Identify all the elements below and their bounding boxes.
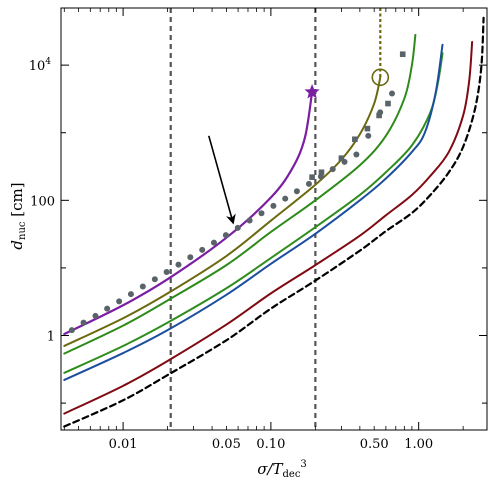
square-data-point (385, 100, 391, 107)
square-data-point (309, 174, 315, 180)
circle-data-point (68, 327, 75, 334)
x-tick-label: 0.01 (109, 437, 138, 452)
series-line-2 (63, 76, 382, 347)
square-data-point (364, 125, 371, 132)
open-circle-marker (371, 68, 390, 87)
x-tick-label: 0.10 (256, 437, 285, 452)
circle-data-point (365, 132, 372, 139)
square-data-point (338, 155, 345, 161)
x-tick-label: 0.05 (212, 437, 241, 452)
circle-data-point (293, 188, 300, 195)
circle-data-point (127, 291, 134, 298)
square-data-point (352, 136, 358, 143)
circle-data-point (80, 319, 87, 326)
x-tick-label: 0.50 (360, 437, 389, 452)
square-data-point (318, 169, 325, 176)
marker-layer (68, 51, 406, 334)
series-layer (63, 16, 485, 428)
axis-ticks (61, 8, 487, 430)
circle-data-point (353, 151, 360, 158)
series-line-3 (63, 33, 417, 355)
circle-data-point (163, 268, 170, 275)
circle-data-point (175, 261, 182, 268)
circle-data-point (234, 224, 241, 231)
annotation-arrow (208, 135, 236, 225)
circle-data-point (282, 195, 289, 202)
circle-data-point (222, 232, 229, 239)
circle-data-point (210, 239, 217, 246)
circle-data-point (388, 90, 395, 97)
x-tick-label: 1.00 (404, 437, 433, 452)
series-line-7 (63, 16, 485, 428)
annotation-layer (208, 135, 236, 225)
x-axis-title: σ/Tdec3 (257, 459, 307, 480)
circle-data-point (116, 298, 123, 305)
series-line-6 (63, 40, 474, 415)
square-data-point (376, 112, 382, 119)
y-tick-label: 1 (47, 330, 55, 345)
circle-data-point (199, 246, 206, 253)
reference-lines (169, 8, 382, 430)
y-axis-title: dnuc [cm] (8, 182, 28, 249)
circle-data-point (258, 210, 265, 217)
series-line-1 (63, 90, 314, 336)
circle-data-point (104, 305, 111, 312)
plot-frame (60, 7, 488, 431)
circle-data-point (92, 312, 99, 319)
y-tick-label: 100 (30, 194, 55, 209)
series-line-5 (63, 43, 444, 381)
circle-data-point (305, 180, 312, 187)
circle-data-point (246, 217, 253, 224)
tick-labels: 0.01 0.05 0.10 0.50 1.00 1 100 104 (29, 57, 433, 452)
circle-data-point (329, 166, 336, 173)
square-data-point (399, 51, 406, 58)
circle-data-point (187, 254, 194, 261)
star-marker (304, 84, 320, 99)
y-tick-label: 104 (29, 57, 52, 74)
circle-data-point (139, 283, 146, 290)
circle-data-point (270, 202, 277, 209)
circle-data-point (151, 276, 158, 283)
